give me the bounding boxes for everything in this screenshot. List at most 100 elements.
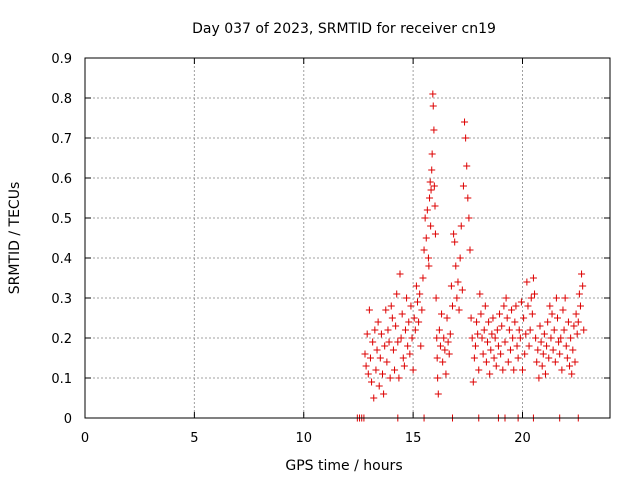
data-point bbox=[539, 350, 547, 358]
data-point bbox=[454, 278, 462, 286]
data-point bbox=[376, 354, 384, 362]
data-point bbox=[538, 362, 546, 370]
data-point bbox=[579, 282, 587, 290]
data-point bbox=[387, 302, 395, 310]
data-point bbox=[489, 314, 497, 322]
data-point bbox=[470, 354, 478, 362]
data-point bbox=[379, 370, 386, 378]
data-point bbox=[433, 354, 441, 362]
data-point bbox=[441, 346, 449, 354]
data-point bbox=[383, 358, 391, 366]
data-point bbox=[545, 354, 553, 362]
data-point bbox=[548, 310, 556, 318]
data-point bbox=[391, 366, 399, 374]
data-point bbox=[438, 310, 446, 318]
data-point bbox=[526, 326, 534, 334]
data-point bbox=[467, 314, 475, 322]
data-point bbox=[576, 302, 584, 310]
data-point bbox=[411, 326, 419, 334]
data-point bbox=[509, 334, 517, 342]
data-point bbox=[475, 366, 483, 374]
data-point bbox=[431, 202, 439, 210]
data-point bbox=[447, 282, 455, 290]
data-point bbox=[541, 370, 549, 378]
data-point bbox=[463, 162, 471, 170]
data-point bbox=[410, 314, 418, 322]
data-point bbox=[567, 334, 575, 342]
x-tick-label: 5 bbox=[190, 431, 198, 446]
data-point bbox=[543, 342, 551, 350]
data-point bbox=[407, 302, 415, 310]
data-point bbox=[408, 334, 416, 342]
data-point bbox=[563, 354, 571, 362]
data-point bbox=[515, 326, 523, 334]
data-point bbox=[473, 318, 481, 326]
data-point bbox=[443, 314, 451, 322]
data-point bbox=[416, 290, 424, 298]
data-point bbox=[458, 286, 466, 294]
data-point bbox=[535, 374, 543, 382]
data-point bbox=[450, 230, 458, 238]
data-point bbox=[420, 246, 428, 254]
data-point bbox=[486, 370, 494, 378]
y-tick-label: 0.6 bbox=[51, 172, 72, 187]
data-point bbox=[482, 358, 490, 366]
data-point bbox=[364, 370, 372, 378]
x-tick-labels: 0 5 10 15 20 bbox=[81, 431, 531, 446]
data-point bbox=[426, 178, 434, 186]
data-point bbox=[405, 318, 413, 326]
data-point bbox=[502, 294, 510, 302]
data-point bbox=[392, 322, 400, 330]
data-point bbox=[524, 302, 532, 310]
data-point bbox=[446, 330, 454, 338]
data-point bbox=[499, 366, 507, 374]
data-point bbox=[373, 346, 381, 354]
data-point bbox=[434, 390, 442, 398]
data-point bbox=[422, 234, 430, 242]
data-point bbox=[549, 346, 557, 354]
data-point bbox=[531, 290, 539, 298]
data-point bbox=[361, 350, 369, 358]
data-point bbox=[477, 310, 485, 318]
y-tick-label: 0.4 bbox=[51, 252, 72, 267]
data-point bbox=[394, 338, 402, 346]
data-point bbox=[427, 186, 435, 194]
data-point bbox=[528, 310, 536, 318]
data-point bbox=[525, 342, 533, 350]
data-point bbox=[430, 126, 438, 134]
data-point bbox=[529, 274, 537, 282]
data-point bbox=[464, 194, 472, 202]
data-point bbox=[523, 278, 531, 286]
data-point bbox=[431, 230, 439, 238]
data-point bbox=[521, 350, 529, 358]
data-point bbox=[362, 362, 370, 370]
data-point bbox=[409, 366, 417, 374]
data-point bbox=[574, 318, 582, 326]
data-point bbox=[491, 334, 499, 342]
data-point bbox=[510, 366, 518, 374]
y-axis-label: SRMTID / TECUs bbox=[7, 182, 23, 295]
data-point bbox=[560, 326, 568, 334]
data-point bbox=[512, 302, 520, 310]
data-point bbox=[550, 326, 558, 334]
data-point bbox=[435, 326, 443, 334]
data-point bbox=[555, 338, 563, 346]
data-point bbox=[430, 182, 438, 190]
data-point bbox=[494, 342, 502, 350]
data-point bbox=[533, 358, 541, 366]
data-point bbox=[478, 334, 486, 342]
data-point bbox=[427, 222, 435, 230]
data-point bbox=[449, 302, 456, 310]
data-point bbox=[505, 326, 513, 334]
data-point bbox=[453, 294, 461, 302]
data-point bbox=[434, 374, 442, 382]
data-point bbox=[481, 302, 489, 310]
data-point bbox=[496, 310, 504, 318]
data-point bbox=[433, 334, 441, 342]
data-point bbox=[527, 294, 535, 302]
data-point bbox=[544, 318, 552, 326]
data-point bbox=[389, 346, 397, 354]
data-point bbox=[399, 354, 407, 362]
data-point bbox=[439, 358, 447, 366]
